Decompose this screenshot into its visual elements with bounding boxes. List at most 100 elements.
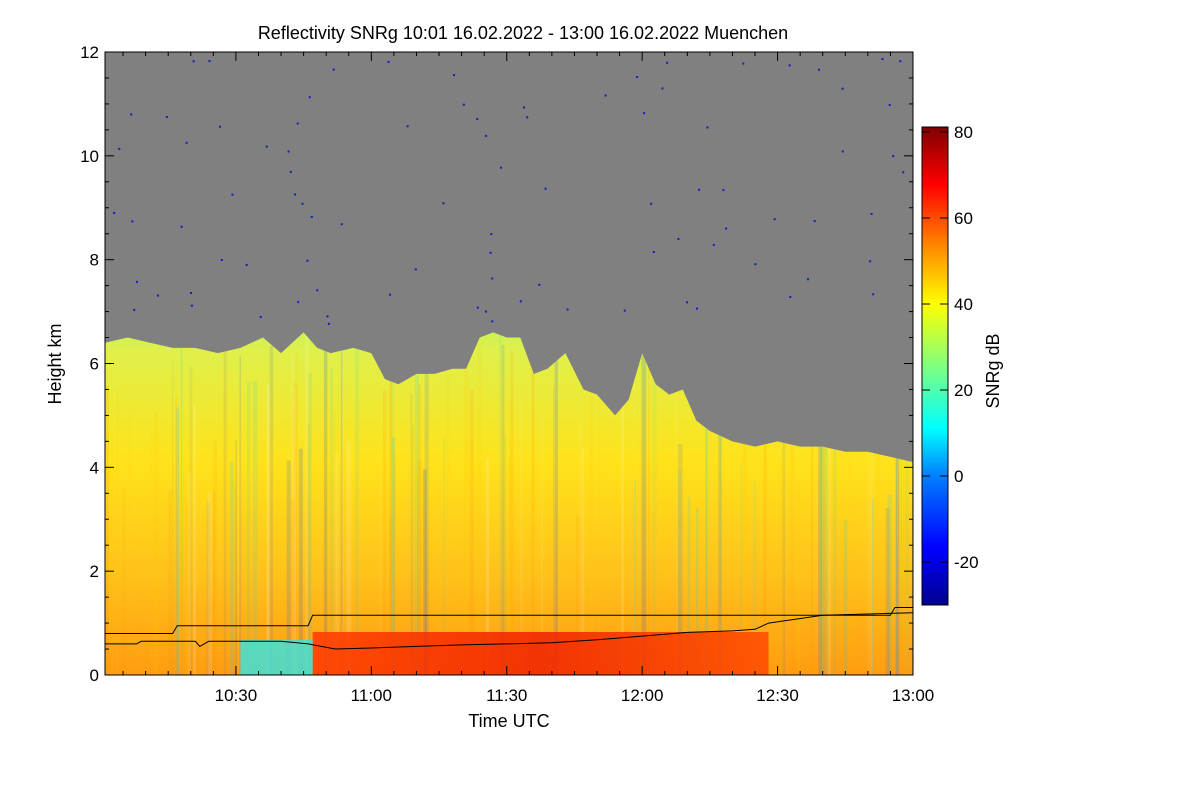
echo-streak	[899, 333, 902, 675]
y-tick-label: 10	[80, 147, 99, 166]
noise-dot	[332, 68, 335, 71]
noise-dot	[231, 193, 234, 196]
noise-dot	[789, 296, 792, 298]
x-tick-label: 10:30	[215, 686, 258, 705]
noise-dot	[725, 227, 728, 230]
colorbar: -20 0 20 40 60 80 SNRg dB	[921, 123, 1003, 606]
echo-streak	[705, 427, 709, 675]
echo-streak	[811, 332, 814, 675]
noise-dot	[643, 112, 646, 115]
echo-streak	[390, 353, 393, 675]
noise-dot	[899, 60, 902, 63]
echo-streak	[822, 371, 826, 675]
noise-dot	[259, 316, 262, 319]
noise-dot	[387, 60, 390, 63]
echo-streak	[782, 409, 786, 675]
echo-streak	[852, 494, 855, 675]
noise-dot	[190, 304, 193, 307]
noise-dot	[623, 309, 626, 312]
noise-dot	[287, 150, 290, 153]
echo-streak	[504, 377, 506, 675]
noise-dot	[841, 150, 844, 153]
echo-streak	[819, 369, 823, 675]
noise-dot	[180, 225, 183, 228]
echo-streak	[334, 412, 336, 675]
noise-dot	[310, 216, 313, 218]
echo-streak	[176, 408, 179, 675]
noise-dot	[869, 260, 872, 263]
noise-dots	[113, 58, 905, 325]
noise-dot	[442, 202, 445, 205]
echo-streak	[389, 337, 392, 675]
echo-streak	[292, 388, 297, 675]
echo-streak	[172, 359, 174, 675]
noise-dot	[712, 243, 715, 246]
echo-streak	[298, 448, 303, 675]
echo-streak	[719, 391, 722, 675]
echo-streak	[598, 372, 601, 675]
echo-streak	[885, 508, 890, 675]
colorbar-ticks: -20 0 20 40 60 80	[922, 123, 979, 572]
echo-streak	[647, 356, 650, 675]
y-tick-label: 12	[80, 43, 99, 62]
echo-streak	[633, 332, 635, 675]
echo-streak	[818, 332, 822, 675]
noise-dot	[544, 187, 547, 190]
noise-dot	[306, 259, 309, 262]
y-tick-label: 6	[90, 355, 99, 374]
echo-streak	[213, 491, 215, 675]
echo-streak	[504, 434, 506, 675]
noise-dot	[297, 301, 300, 304]
echo-streak	[246, 381, 251, 675]
echo-streak	[677, 469, 682, 675]
noise-dot	[754, 263, 757, 266]
echo-streak	[234, 485, 236, 675]
noise-dot	[888, 104, 891, 106]
noise-dot	[113, 211, 116, 214]
noise-dot	[289, 170, 292, 173]
echo-streak	[867, 392, 869, 675]
echo-streak	[740, 462, 743, 675]
noise-dot	[131, 220, 134, 223]
echo-streak	[423, 469, 427, 675]
colorbar-tick-label: 60	[954, 209, 973, 228]
noise-dot	[414, 268, 417, 271]
noise-dot	[526, 116, 529, 119]
y-axis-label: Height km	[45, 323, 65, 404]
echo-streak	[421, 478, 426, 675]
echo-streak	[485, 457, 489, 675]
echo-streak	[175, 397, 177, 675]
echo-streak	[641, 341, 647, 675]
noise-dot	[686, 301, 688, 304]
noise-dot	[902, 171, 905, 174]
noise-dot	[872, 293, 875, 296]
noise-dot	[788, 64, 791, 67]
noise-dot	[308, 96, 311, 99]
echo-streak	[553, 386, 555, 675]
echo-streak	[206, 501, 211, 675]
echo-streak	[269, 346, 274, 675]
noise-dot	[130, 113, 133, 116]
echo-streak	[501, 345, 505, 675]
noise-dot	[208, 60, 211, 63]
noise-dot	[156, 294, 159, 297]
noise-dot	[666, 61, 669, 64]
y-tick-label: 2	[90, 562, 99, 581]
noise-dot	[485, 134, 488, 137]
colorbar-tick-label: 20	[954, 381, 973, 400]
echo-streak	[477, 343, 482, 675]
noise-dot	[706, 126, 709, 129]
x-tick-label: 11:00	[351, 686, 392, 705]
plot-area	[105, 52, 913, 675]
echo-streak	[290, 499, 295, 675]
echo-streak	[824, 393, 829, 675]
noise-dot	[841, 87, 844, 90]
echo-streak	[392, 381, 395, 675]
echo-streak	[379, 459, 382, 675]
echo-streak	[308, 373, 313, 675]
noise-dot	[566, 308, 569, 311]
y-tick-label: 0	[90, 666, 99, 685]
noise-dot	[807, 278, 809, 281]
echo-streak	[531, 346, 535, 675]
noise-dot	[192, 60, 195, 63]
